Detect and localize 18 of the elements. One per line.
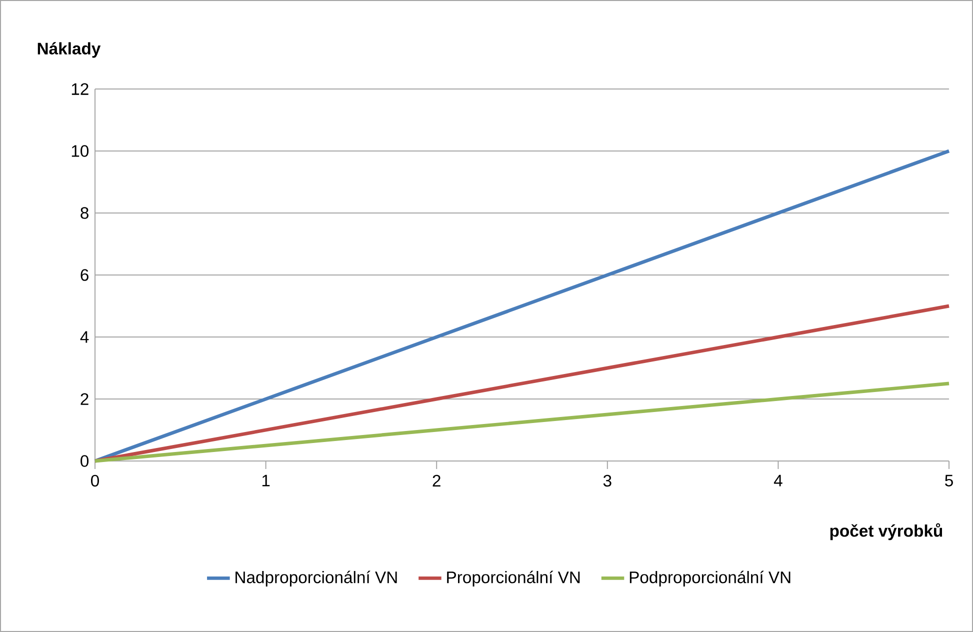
x-tick-label: 1 [262,474,270,486]
x-tick-label: 5 [945,474,953,486]
x-axis-title: počet výrobků [830,523,942,540]
x-tick-label: 4 [774,474,782,486]
x-tick-label: 0 [91,474,99,487]
x-tick-label: 2 [432,474,440,486]
legend-label: Podproporcionální VN [630,570,790,587]
y-tick-label: 8 [80,207,88,219]
y-tick-label: 4 [80,331,89,343]
y-axis-title: Náklady [38,42,101,58]
legend-label: Proporcionální VN [447,570,580,587]
y-tick-label: 6 [80,269,88,281]
y-tick-label: 0 [80,455,89,467]
y-tick-label: 12 [72,83,88,95]
y-tick-label: 10 [72,145,89,157]
y-tick-label: 2 [80,393,88,405]
legend-label: Nadproporcionální VN [236,570,397,587]
x-tick-label: 3 [603,474,612,487]
